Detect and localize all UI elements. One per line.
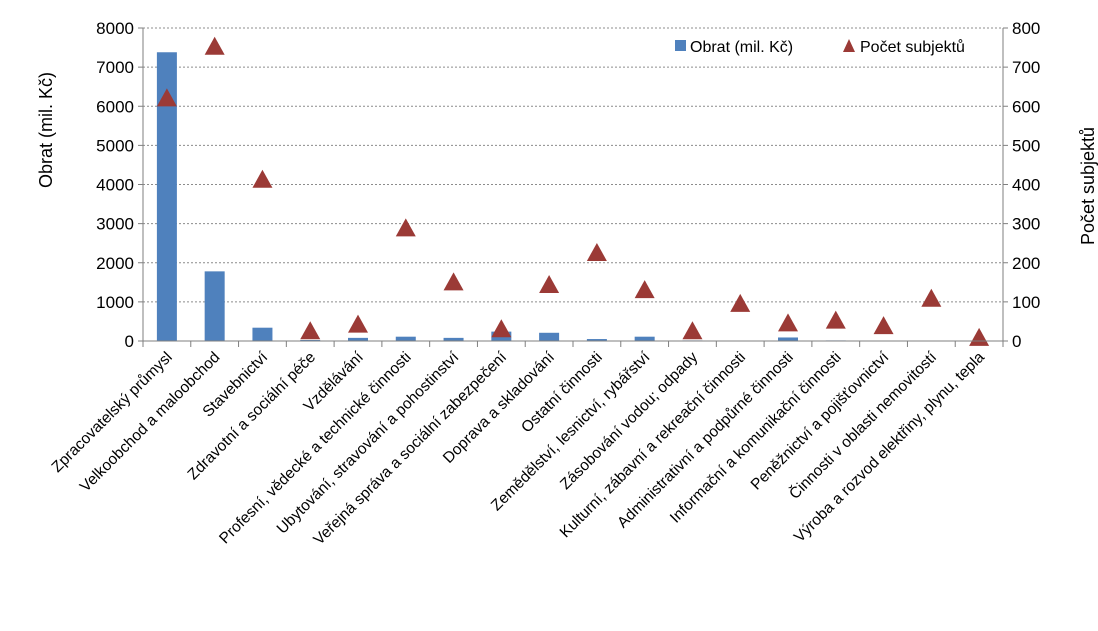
marker-triangle — [348, 314, 368, 333]
marker-triangle — [778, 313, 798, 332]
y2-tick-label: 100 — [1012, 293, 1040, 312]
category-label: Ostatní činnosti — [518, 349, 606, 437]
marker-triangle — [491, 319, 512, 338]
marker-triangle — [443, 272, 464, 291]
y-tick-label: 8000 — [96, 19, 134, 38]
y-tick-label: 3000 — [96, 215, 134, 234]
y2-tick-label: 0 — [1012, 332, 1021, 351]
marker-triangle — [300, 321, 321, 340]
legend-bar-swatch — [675, 40, 686, 51]
marker-triangle — [969, 327, 990, 346]
bar — [634, 336, 655, 341]
category-label: Informační a komunikační činnosti — [667, 349, 845, 527]
marker-triangle — [825, 310, 846, 329]
y2-axis-title: Počet subjektů — [1078, 127, 1098, 245]
marker-triangle — [730, 293, 751, 312]
legend: Obrat (mil. Kč) Počet subjektů — [675, 38, 965, 56]
bar — [586, 339, 607, 341]
gridlines — [138, 27, 1008, 342]
category-label: Administrativní a podpůrné činnosti — [614, 349, 797, 532]
x-ticks — [142, 341, 1004, 347]
y2-tick-label: 600 — [1012, 97, 1040, 116]
legend-triangle-swatch — [843, 39, 855, 52]
y-tick-label: 1000 — [96, 293, 134, 312]
y-tick-label: 7000 — [96, 58, 134, 77]
bar — [156, 52, 177, 341]
markers — [156, 36, 990, 346]
y-tick-label: 5000 — [96, 136, 134, 155]
bar — [252, 327, 273, 341]
y-tick-label: 2000 — [96, 254, 134, 273]
marker-triangle — [395, 218, 416, 237]
marker-triangle — [873, 316, 894, 335]
bar — [778, 337, 798, 341]
y-tick-label: 0 — [125, 332, 134, 351]
marker-triangle — [156, 88, 177, 107]
marker-triangle — [682, 321, 703, 340]
y-tick-labels: 0 1000 2000 3000 4000 5000 6000 7000 8000 — [96, 19, 134, 351]
marker-triangle — [586, 242, 607, 261]
legend-label-obrat: Obrat (mil. Kč) — [690, 39, 793, 56]
marker-triangle — [252, 169, 273, 188]
y2-tick-label: 500 — [1012, 136, 1040, 155]
bars — [156, 52, 990, 341]
marker-triangle — [921, 288, 942, 307]
y-tick-label: 4000 — [96, 176, 134, 195]
marker-triangle — [204, 36, 225, 55]
marker-triangle — [539, 275, 560, 294]
bar — [539, 332, 560, 341]
y-axis-title: Obrat (mil. Kč) — [36, 72, 56, 188]
bar — [348, 337, 368, 341]
y2-tick-labels: 0 100 200 300 400 500 600 700 800 — [1012, 19, 1040, 351]
bar — [204, 271, 225, 341]
y2-tick-label: 300 — [1012, 215, 1040, 234]
y2-tick-label: 200 — [1012, 254, 1040, 273]
y2-tick-label: 400 — [1012, 176, 1040, 195]
bar — [443, 337, 464, 341]
y2-tick-label: 800 — [1012, 19, 1040, 38]
marker-triangle — [634, 280, 655, 299]
bar — [395, 336, 416, 341]
y2-tick-label: 700 — [1012, 58, 1040, 77]
legend-label-pocet: Počet subjektů — [860, 38, 965, 56]
y-tick-label: 6000 — [96, 97, 134, 116]
